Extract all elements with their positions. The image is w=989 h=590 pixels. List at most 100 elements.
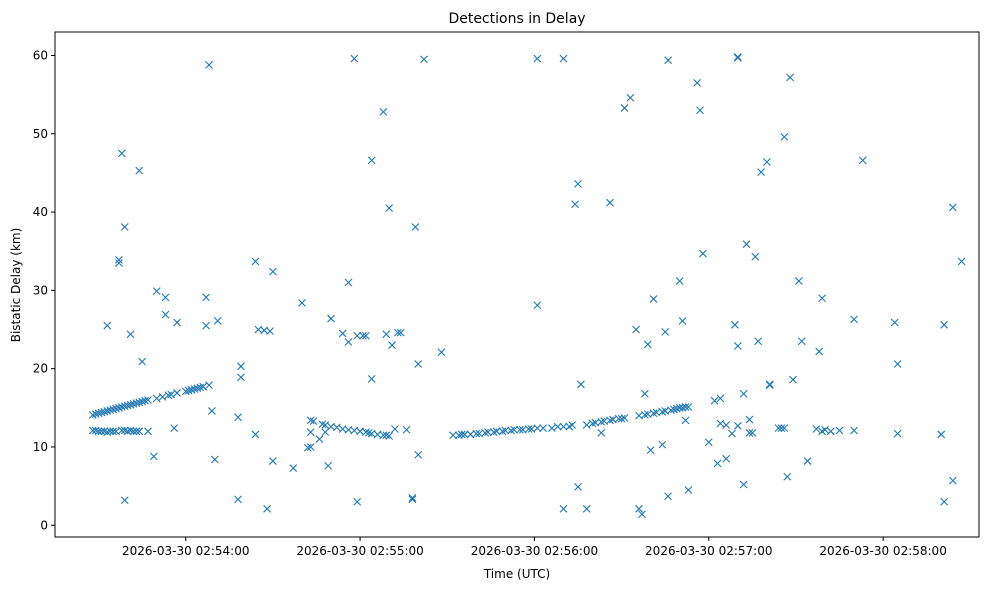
detection-marker (571, 200, 580, 209)
detection-marker (507, 426, 516, 435)
detection-marker (664, 56, 672, 65)
detection-markers (88, 53, 966, 519)
detection-marker (321, 421, 330, 429)
detection-marker (826, 427, 835, 436)
detection-marker (103, 407, 112, 415)
detection-marker (957, 257, 966, 266)
detection-marker (858, 156, 867, 165)
detection-marker (649, 295, 658, 303)
y-tick-label: 0 (40, 518, 48, 532)
detection-marker (620, 414, 629, 422)
detection-marker (716, 419, 725, 428)
detection-marker (202, 321, 210, 330)
detection-marker (670, 405, 678, 414)
detection-marker (568, 421, 577, 429)
detection-marker (821, 425, 829, 434)
detection-marker (138, 357, 147, 366)
detection-marker (97, 408, 106, 417)
detection-marker (693, 79, 702, 87)
detection-marker (762, 158, 771, 166)
detection-marker (745, 428, 754, 437)
detection-marker (553, 422, 562, 431)
x-tick-label: 2026-03-30 02:57:00 (645, 544, 772, 558)
detection-marker (318, 420, 327, 429)
detection-marker (638, 510, 646, 519)
detection-marker (658, 407, 667, 416)
detection-marker (574, 483, 582, 491)
detection-marker (181, 387, 190, 396)
detection-marker (893, 429, 902, 438)
detection-marker (626, 93, 635, 102)
detection-marker (344, 338, 353, 346)
detection-marker (780, 424, 789, 433)
detection-marker (449, 431, 457, 440)
detection-marker (141, 396, 149, 405)
detection-marker (152, 394, 161, 403)
detection-marker (646, 446, 655, 454)
x-tick-label: 2026-03-30 02:56:00 (471, 544, 598, 558)
detection-marker (367, 156, 376, 165)
detection-marker (524, 425, 533, 433)
y-axis-label: Bistatic Delay (km) (9, 228, 23, 343)
detection-marker (144, 427, 152, 436)
detection-marker (559, 504, 568, 513)
detection-marker (713, 459, 722, 468)
detection-marker (391, 425, 399, 433)
detection-marker (164, 391, 173, 400)
detection-marker (457, 430, 466, 439)
detection-marker (559, 422, 568, 431)
detection-marker (893, 360, 902, 368)
detection-marker (606, 416, 614, 425)
detection-marker (733, 421, 742, 430)
detection-marker (100, 427, 109, 436)
detection-marker (213, 317, 222, 325)
detection-marker (126, 400, 135, 409)
detection-marker (716, 394, 725, 403)
detection-marker (173, 318, 181, 327)
detection-marker (210, 455, 219, 464)
detection-marker (681, 403, 690, 411)
detection-marker (135, 427, 144, 436)
detection-marker (237, 373, 245, 382)
detection-marker (269, 457, 277, 465)
detection-marker (547, 424, 556, 433)
detection-marker (588, 419, 597, 428)
detection-marker (748, 428, 757, 437)
detection-marker (411, 223, 420, 231)
detection-marker (696, 106, 704, 115)
detection-marker (106, 406, 115, 415)
detection-marker (208, 407, 216, 415)
detection-marker (757, 168, 765, 177)
detection-marker (303, 443, 312, 452)
detection-marker (664, 492, 672, 501)
detection-marker (783, 472, 792, 481)
y-tick-label: 40 (33, 205, 48, 219)
detection-marker (393, 328, 402, 337)
detection-marker (263, 504, 272, 513)
detection-marker (472, 429, 481, 438)
detection-marker (324, 461, 333, 470)
detection-marker (675, 277, 684, 285)
detection-marker (184, 386, 193, 395)
detection-marker (597, 428, 606, 437)
detection-marker (704, 438, 713, 447)
detection-marker (481, 428, 489, 437)
detection-marker (739, 389, 748, 398)
detection-marker (533, 301, 542, 310)
detection-marker (745, 415, 754, 424)
detection-marker (120, 426, 129, 435)
detection-marker (733, 53, 742, 61)
detection-marker (794, 277, 803, 285)
detection-marker (187, 385, 196, 394)
detection-marker (818, 294, 826, 303)
detection-marker (321, 428, 330, 436)
detection-marker (408, 495, 417, 504)
detection-marker (117, 403, 126, 411)
detection-marker (649, 409, 658, 418)
detection-marker (309, 417, 318, 426)
detection-marker (205, 60, 213, 69)
detection-marker (338, 329, 347, 338)
detection-marker (640, 389, 649, 398)
detection-marker (117, 149, 126, 158)
detection-marker (120, 496, 129, 505)
